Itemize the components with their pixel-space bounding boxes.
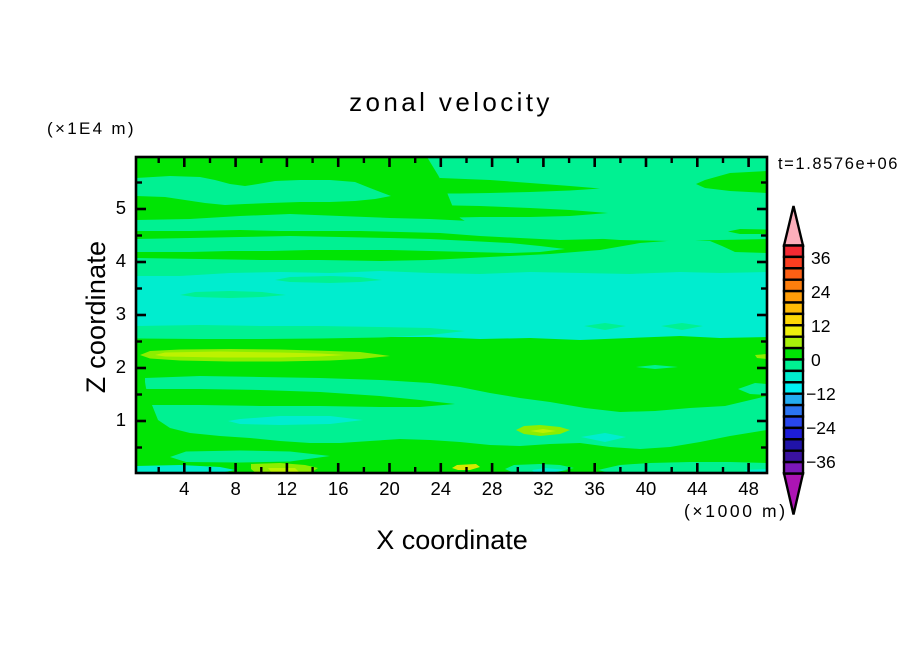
- svg-text:t=1.8576e+06: t=1.8576e+06: [778, 155, 899, 173]
- svg-text:1: 1: [116, 409, 126, 430]
- svg-text:(×1E4 m): (×1E4 m): [47, 119, 136, 138]
- svg-text:12: 12: [811, 316, 830, 336]
- svg-text:32: 32: [533, 478, 554, 499]
- svg-text:X coordinate: X coordinate: [376, 525, 528, 555]
- svg-text:20: 20: [379, 478, 400, 499]
- svg-text:36: 36: [811, 248, 830, 268]
- svg-text:40: 40: [636, 478, 657, 499]
- svg-text:zonal velocity: zonal velocity: [349, 87, 553, 117]
- svg-text:28: 28: [482, 478, 503, 499]
- svg-text:Z coordinate: Z coordinate: [81, 241, 111, 393]
- svg-text:4: 4: [116, 250, 126, 271]
- svg-text:4: 4: [179, 478, 189, 499]
- svg-text:−12: −12: [806, 384, 836, 404]
- svg-text:−36: −36: [806, 452, 836, 472]
- svg-text:8: 8: [230, 478, 240, 499]
- svg-text:3: 3: [116, 303, 126, 324]
- svg-text:2: 2: [116, 356, 126, 377]
- svg-text:0: 0: [811, 350, 821, 370]
- svg-text:16: 16: [328, 478, 349, 499]
- svg-text:44: 44: [687, 478, 708, 499]
- svg-text:36: 36: [584, 478, 605, 499]
- svg-text:48: 48: [738, 478, 759, 499]
- svg-text:12: 12: [277, 478, 298, 499]
- svg-text:24: 24: [811, 282, 831, 302]
- svg-text:5: 5: [116, 197, 126, 218]
- svg-text:(×1000 m): (×1000 m): [684, 501, 788, 521]
- svg-text:24: 24: [431, 478, 452, 499]
- svg-text:−24: −24: [806, 418, 836, 438]
